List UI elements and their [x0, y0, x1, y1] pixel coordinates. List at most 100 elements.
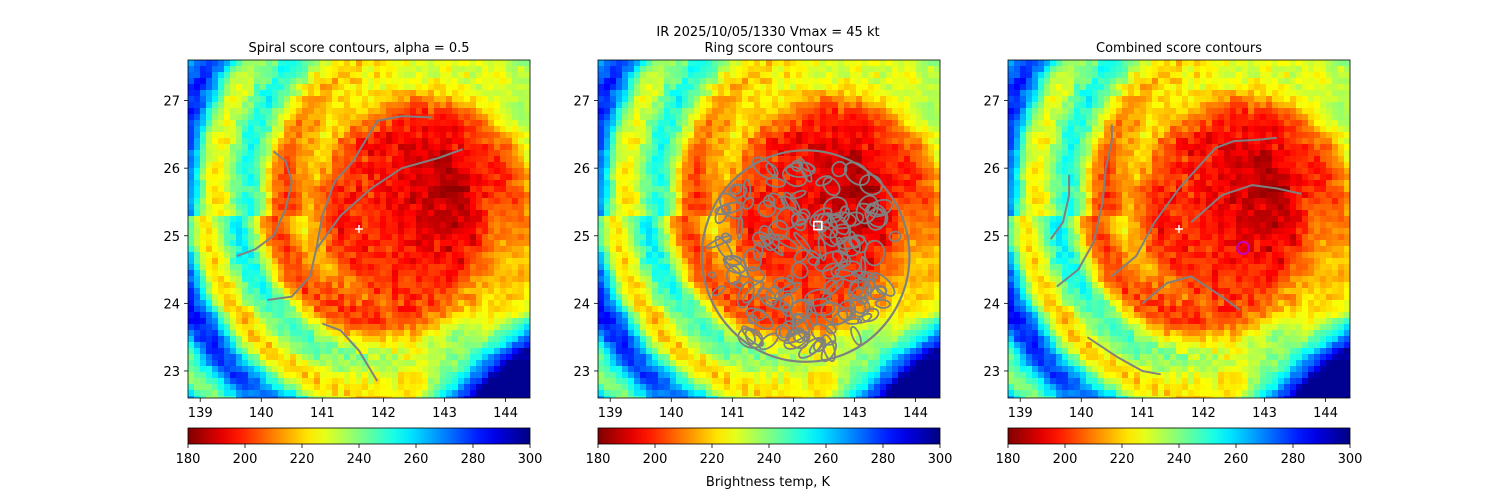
contour-line — [267, 115, 433, 301]
colorbar-tick-label: 200 — [233, 452, 258, 467]
colorbar-tick-label: 240 — [1167, 452, 1192, 467]
ring-contour — [744, 329, 756, 345]
x-tick-label: 142 — [1191, 406, 1216, 421]
colorbar-tick-label: 240 — [757, 452, 782, 467]
colorbar-tick-label: 180 — [996, 452, 1021, 467]
colorbar — [1007, 427, 1351, 445]
ring-contour — [792, 327, 807, 344]
ring-contour — [763, 194, 776, 208]
x-tick-label: 144 — [903, 406, 928, 421]
colorbar-tick-label: 300 — [928, 452, 953, 467]
x-tick-label: 142 — [781, 406, 806, 421]
ring-contour — [736, 281, 755, 309]
ring-contour — [807, 256, 820, 267]
y-tick-label: 23 — [163, 365, 180, 380]
panel-3: 139 140 141 142 143 144 23 24 25 26 27 Combined sco… — [983, 41, 1362, 467]
contour-line — [322, 322, 379, 382]
contour-line — [315, 148, 464, 250]
ring-contour — [863, 275, 876, 294]
ring-contour — [850, 325, 862, 346]
colorbar-tick-label: 220 — [1110, 452, 1135, 467]
ring-contour — [723, 254, 747, 274]
panel-1: 139 140 141 142 143 144 23 24 25 26 27 Spiral score… — [163, 41, 542, 467]
colorbar-tick-label: 260 — [404, 452, 429, 467]
panel-title: Ring score contours — [704, 41, 833, 56]
y-tick-label: 23 — [983, 365, 1000, 380]
x-tick-label: 142 — [371, 406, 396, 421]
ring-contour — [869, 285, 888, 301]
brightness-heatmap — [188, 60, 530, 398]
figure-suptitle: IR 2025/10/05/1330 Vmax = 45 kt — [656, 25, 879, 40]
ring-contour — [851, 286, 865, 299]
contour-line — [1049, 174, 1071, 240]
ring-contour — [786, 328, 809, 349]
colorbar-tick-label: 200 — [1053, 452, 1078, 467]
ring-contour — [736, 216, 744, 240]
ring-contour-boundary — [700, 149, 911, 363]
colorbar-tick-label: 180 — [176, 452, 201, 467]
ring-contour — [774, 206, 800, 231]
ring-contour — [837, 260, 849, 269]
x-tick-label: 143 — [1252, 406, 1277, 421]
ring-contour — [855, 194, 879, 225]
ring-contour — [752, 231, 771, 248]
colorbar-tick-label: 300 — [518, 452, 543, 467]
y-tick-label: 27 — [163, 95, 180, 110]
ring-contour — [752, 241, 764, 261]
panel-2: 139 140 141 142 143 144 23 24 25 26 27 Ring score c… — [573, 41, 952, 467]
ring-contour — [836, 236, 849, 262]
ring-contour — [874, 298, 891, 309]
ring-contour — [843, 161, 870, 186]
ring-contour — [860, 255, 867, 278]
contour-line — [1111, 136, 1277, 278]
brightness-heatmap — [1008, 60, 1350, 398]
ring-contour — [822, 176, 841, 197]
colorbar-tick-label: 200 — [643, 452, 668, 467]
axes-frame — [597, 59, 941, 399]
ring-contour — [742, 247, 763, 272]
center-marker — [813, 220, 823, 231]
y-tick-label: 26 — [573, 162, 590, 177]
ring-contour — [711, 285, 726, 297]
ring-contour — [729, 183, 742, 195]
ring-contour — [714, 204, 730, 225]
x-tick-label: 141 — [720, 406, 745, 421]
colorbar-label: Brightness temp, K — [706, 475, 831, 490]
x-tick-label: 143 — [432, 406, 457, 421]
x-tick-label: 140 — [249, 406, 274, 421]
ring-contour — [783, 329, 810, 350]
x-tick-label: 141 — [1130, 406, 1155, 421]
x-tick-label: 139 — [188, 406, 213, 421]
ring-contour — [765, 177, 786, 188]
ring-contour — [843, 211, 865, 227]
ring-contour — [714, 235, 734, 261]
ring-contour — [724, 255, 750, 278]
colorbar-tick-label: 300 — [1338, 452, 1363, 467]
ring-contour — [765, 162, 779, 177]
panel-title: Combined score contours — [1096, 41, 1262, 56]
ring-contour — [763, 233, 781, 252]
y-tick-label: 27 — [573, 95, 590, 110]
contours — [236, 115, 464, 382]
colorbar-tick-label: 220 — [290, 452, 315, 467]
ring-contour — [775, 325, 792, 342]
ring-contour — [793, 248, 809, 263]
colorbar-tick-label: 220 — [700, 452, 725, 467]
ring-contour — [825, 323, 837, 335]
ring-contour — [790, 211, 809, 226]
colorbar — [597, 427, 941, 445]
best-center-marker — [1236, 240, 1251, 255]
y-tick-label: 25 — [573, 230, 590, 245]
ring-contour — [866, 207, 887, 231]
ring-contour — [827, 211, 857, 230]
x-tick-label: 144 — [1313, 406, 1338, 421]
ring-contour — [820, 340, 838, 363]
y-tick-label: 26 — [983, 162, 1000, 177]
ring-contour — [809, 207, 833, 227]
ring-contour — [742, 196, 755, 211]
ring-contour — [848, 295, 867, 315]
ring-contour — [797, 157, 813, 183]
ring-contour — [758, 224, 775, 246]
y-tick-label: 24 — [163, 297, 180, 312]
ring-contour — [741, 325, 764, 347]
